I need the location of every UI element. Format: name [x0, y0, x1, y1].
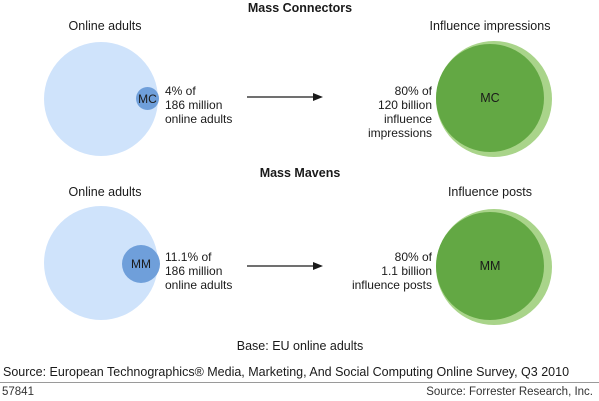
mm-segment-label: MM	[131, 257, 151, 271]
mc-adults-stat: 4% of 186 million online adults	[165, 84, 232, 126]
mm-adults-stat: 11.1% of 186 million online adults	[165, 250, 232, 292]
footer-divider	[0, 382, 599, 383]
mc-impressions-stat-line: influence	[383, 112, 432, 126]
mm-posts-stat-line: 80% of	[394, 250, 432, 264]
section-title-mass-connectors: Mass Connectors	[247, 1, 353, 15]
source-credit: Source: Forrester Research, Inc.	[426, 386, 593, 398]
mc-adults-stat-line: online adults	[165, 112, 233, 126]
mm-posts-stat-line: 1.1 billion	[381, 264, 432, 278]
mm-influence-circle: MM	[436, 212, 544, 320]
mm-influence-label: MM	[479, 259, 501, 273]
mc-impressions-stat-line: impressions	[367, 126, 432, 140]
source-line: Source: European Technographics® Media, …	[3, 365, 570, 379]
online-adults-label: Online adults	[68, 19, 142, 33]
mc-impressions-stat-line: 80% of	[394, 84, 432, 98]
mc-adults-stat-line: 186 million	[165, 98, 223, 112]
figure-id: 57841	[2, 386, 34, 398]
base-note: Base: EU online adults	[236, 339, 364, 353]
mc-influence-circle: MC	[436, 44, 544, 152]
influence-posts-label: Influence posts	[447, 185, 533, 199]
section-title-mass-mavens: Mass Mavens	[259, 166, 341, 180]
mc-adults-stat-line: 4% of	[165, 84, 196, 98]
online-adults-label-2: Online adults	[68, 185, 142, 199]
mc-influence-label: MC	[480, 91, 500, 105]
mm-adults-stat-line: 11.1% of	[165, 250, 212, 264]
mc-impressions-stat-line: 120 billion	[377, 98, 432, 112]
arrow-mass-connectors	[247, 93, 323, 101]
mm-adults-stat-line: online adults	[165, 278, 233, 292]
mm-posts-stat-line: influence posts	[351, 278, 432, 292]
arrow-mass-mavens	[247, 262, 323, 270]
mc-segment-circle: MC	[136, 87, 159, 110]
influence-impressions-label: Influence impressions	[429, 19, 551, 33]
mc-segment-label: MC	[138, 91, 157, 106]
mm-adults-stat-line: 186 million	[165, 264, 223, 278]
mc-impressions-stat: 80% of 120 billion influence impressions	[340, 84, 432, 140]
mm-segment-circle: MM	[122, 245, 160, 283]
mm-posts-stat: 80% of 1.1 billion influence posts	[330, 250, 432, 292]
